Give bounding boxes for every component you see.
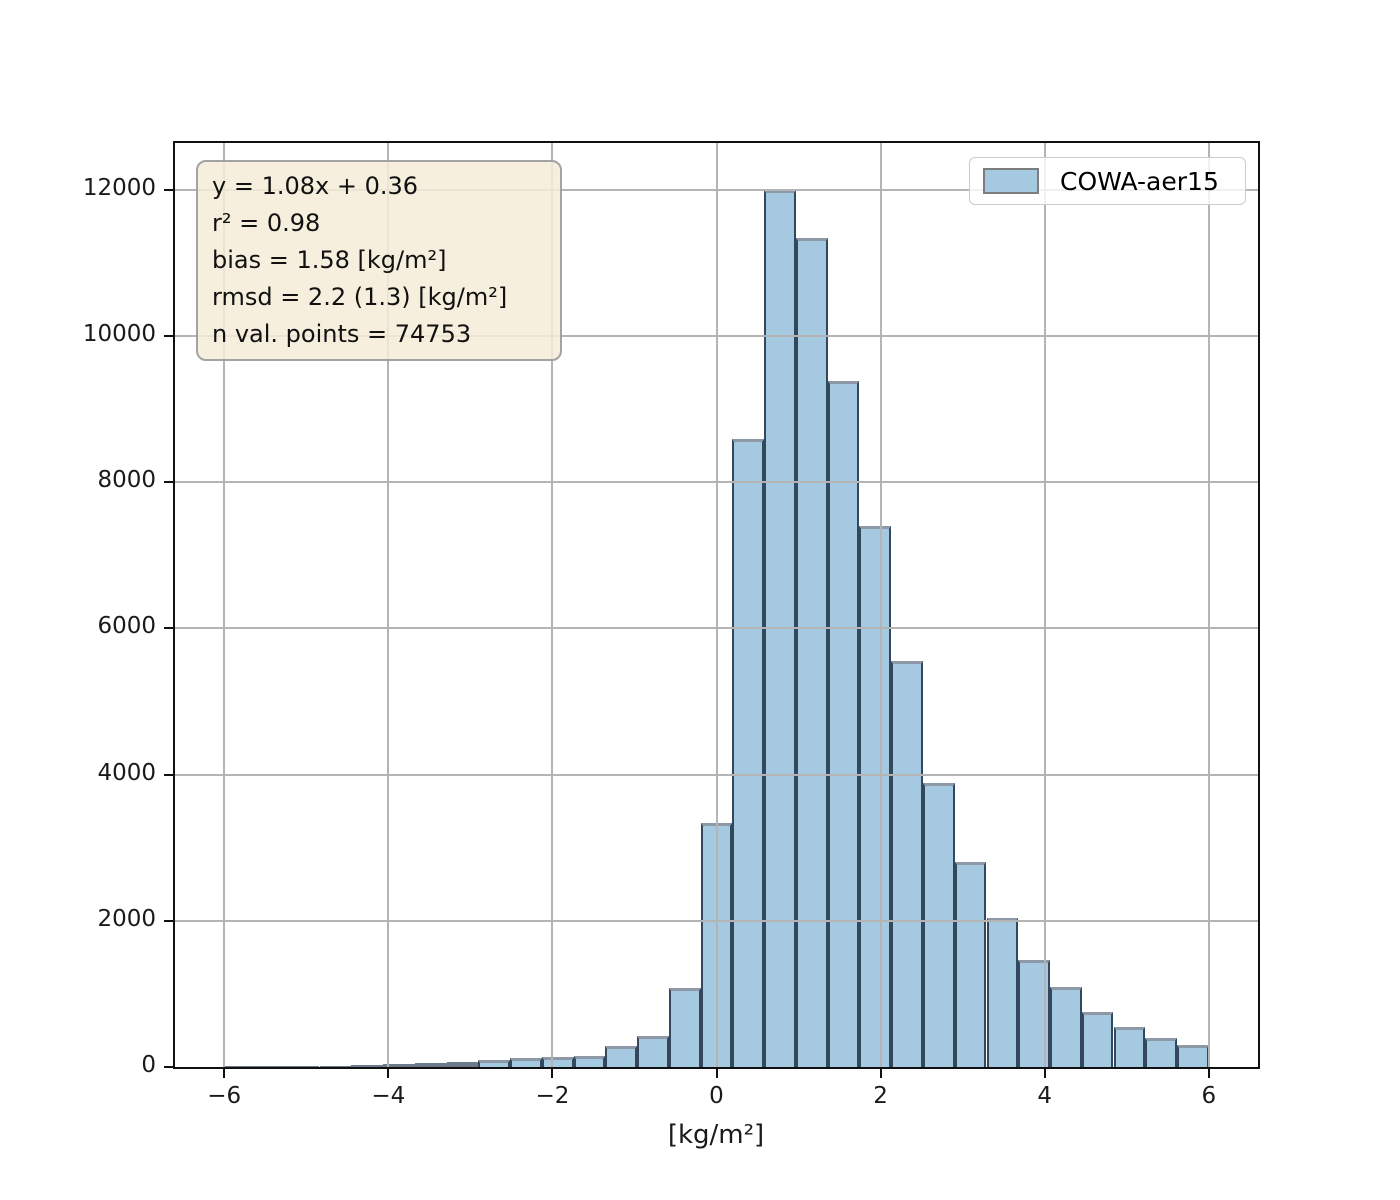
histogram-bar [668, 988, 701, 1067]
histogram-bar [478, 1059, 511, 1067]
histogram-bar [414, 1063, 447, 1067]
x-axis-tick [551, 1069, 554, 1078]
histogram-bar [256, 1065, 288, 1067]
y-tick-label: 2000 [97, 905, 156, 932]
x-axis-tick [387, 1069, 390, 1078]
stats-box: y = 1.08x + 0.36 r² = 0.98 bias = 1.58 [… [196, 160, 562, 361]
histogram-bar [351, 1065, 384, 1067]
histogram-bar [224, 1065, 256, 1067]
x-tick-label: 4 [1037, 1083, 1052, 1109]
y-axis-tick [164, 1066, 173, 1068]
histogram-bar [954, 862, 987, 1067]
x-tick-label: −2 [535, 1083, 570, 1109]
histogram-bar [1018, 959, 1050, 1067]
y-tick-label: 6000 [97, 613, 156, 640]
histogram-bar [986, 917, 1019, 1067]
histogram-bar [541, 1056, 574, 1067]
y-axis-tick [164, 188, 173, 191]
plot-area [175, 143, 1258, 1067]
histogram-bar [827, 380, 860, 1067]
x-axis-tick [715, 1069, 718, 1078]
x-tick-label: 2 [873, 1083, 888, 1109]
histogram-bar [446, 1061, 479, 1067]
legend-label: COWA-aer15 [1060, 166, 1219, 196]
histogram-bar [383, 1064, 415, 1067]
histogram-bar [1081, 1012, 1114, 1067]
y-axis-tick [164, 773, 173, 776]
histogram-bar [1050, 987, 1082, 1067]
y-axis-tick [164, 481, 173, 484]
histogram-bar [859, 526, 892, 1067]
y-tick-label: 10000 [82, 321, 156, 347]
histogram-bar [605, 1045, 638, 1067]
x-axis-label: [kg/m²] [667, 1120, 765, 1150]
y-tick-label: 12000 [82, 174, 156, 201]
histogram-bar [637, 1035, 669, 1067]
histogram-bar [1177, 1045, 1209, 1067]
x-tick-label: 6 [1201, 1083, 1217, 1109]
stats-line-bias: bias = 1.58 [kg/m²] [212, 246, 447, 274]
x-tick-label: 0 [709, 1083, 724, 1109]
y-tick-label: 8000 [97, 467, 156, 494]
x-axis-tick [1207, 1069, 1210, 1078]
legend: COWA-aer15 [969, 157, 1246, 205]
x-tick-label: −6 [207, 1083, 242, 1109]
stats-line-fit: y = 1.08x + 0.36 [212, 172, 419, 200]
histogram-bar [795, 238, 828, 1067]
x-axis-tick [879, 1069, 882, 1078]
legend-patch-icon [983, 168, 1039, 194]
y-axis-tick [164, 919, 173, 922]
histogram-bar [732, 439, 765, 1067]
histogram-bar [573, 1055, 606, 1067]
y-tick-label: 0 [141, 1052, 156, 1078]
histogram-bar [1113, 1026, 1146, 1067]
histogram-bar [764, 189, 796, 1067]
x-axis-tick [223, 1069, 226, 1078]
histogram-bar [319, 1065, 352, 1067]
histogram-bar [510, 1058, 542, 1067]
histogram-bar [700, 822, 733, 1067]
y-axis-tick [164, 627, 173, 630]
stats-line-npoints: n val. points = 74753 [212, 320, 472, 348]
histogram-bar [922, 782, 955, 1067]
stats-line-rmsd: rmsd = 2.2 (1.3) [kg/m²] [212, 283, 508, 311]
x-axis-tick [1043, 1069, 1046, 1078]
y-tick-label: 4000 [97, 759, 156, 786]
histogram-bar [287, 1065, 320, 1067]
x-tick-label: −4 [371, 1083, 406, 1109]
histogram-bar [891, 661, 923, 1067]
histogram-bar [1145, 1037, 1178, 1067]
stats-line-r2: r² = 0.98 [212, 209, 321, 237]
y-axis-tick [164, 335, 173, 337]
